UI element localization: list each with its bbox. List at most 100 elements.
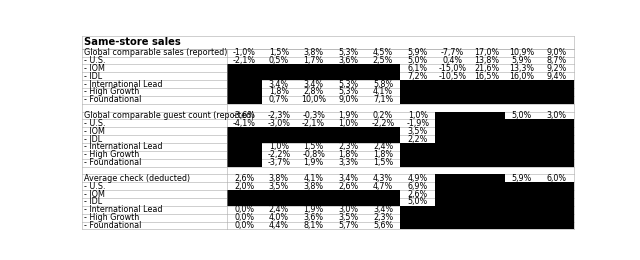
Bar xyxy=(365,135,401,143)
Bar xyxy=(401,151,435,159)
Text: 4,3%: 4,3% xyxy=(373,174,393,183)
Text: Average check (deducted): Average check (deducted) xyxy=(84,174,190,183)
Text: 1,0%: 1,0% xyxy=(269,142,289,151)
Bar xyxy=(227,88,262,96)
Bar xyxy=(227,159,262,167)
Bar xyxy=(540,182,574,190)
Bar xyxy=(504,222,540,229)
Bar xyxy=(540,80,574,88)
Text: - IDL: - IDL xyxy=(84,72,102,81)
Bar xyxy=(262,64,296,72)
Text: 2,5%: 2,5% xyxy=(373,56,393,65)
Bar xyxy=(227,72,262,80)
Text: 5,0%: 5,0% xyxy=(512,111,532,120)
Bar xyxy=(262,135,296,143)
Bar xyxy=(435,206,470,214)
Text: 6,9%: 6,9% xyxy=(408,182,428,191)
Bar xyxy=(540,190,574,198)
Text: 1,8%: 1,8% xyxy=(373,150,393,159)
Bar xyxy=(470,174,504,182)
Bar xyxy=(227,64,262,72)
Text: 2,4%: 2,4% xyxy=(269,205,289,214)
Text: 10,9%: 10,9% xyxy=(509,48,534,57)
Text: - Foundational: - Foundational xyxy=(84,158,141,167)
Bar xyxy=(227,135,262,143)
Bar xyxy=(435,127,470,135)
Bar xyxy=(296,72,331,80)
Text: 7,1%: 7,1% xyxy=(373,95,393,104)
Bar xyxy=(435,143,470,151)
Bar xyxy=(504,88,540,96)
Text: 2,0%: 2,0% xyxy=(234,182,254,191)
Text: 5,7%: 5,7% xyxy=(338,221,358,230)
Bar xyxy=(504,190,540,198)
Text: 2,3%: 2,3% xyxy=(373,213,393,222)
Bar xyxy=(401,206,435,214)
Bar xyxy=(401,143,435,151)
Bar xyxy=(470,88,504,96)
Bar xyxy=(227,151,262,159)
Bar xyxy=(470,127,504,135)
Text: 5,9%: 5,9% xyxy=(512,56,532,65)
Bar xyxy=(365,72,401,80)
Bar xyxy=(227,143,262,151)
Bar xyxy=(540,88,574,96)
Bar xyxy=(365,127,401,135)
Bar xyxy=(435,96,470,104)
Bar xyxy=(504,206,540,214)
Bar xyxy=(435,159,470,167)
Text: 4,4%: 4,4% xyxy=(269,221,289,230)
Bar xyxy=(504,127,540,135)
Text: - Foundational: - Foundational xyxy=(84,95,141,104)
Text: 5,3%: 5,3% xyxy=(338,87,358,96)
Text: Same-store sales: Same-store sales xyxy=(84,37,180,47)
Text: - IOM: - IOM xyxy=(84,190,105,199)
Bar xyxy=(401,222,435,229)
Bar xyxy=(296,127,331,135)
Text: 4,1%: 4,1% xyxy=(303,174,324,183)
Bar xyxy=(435,222,470,229)
Bar xyxy=(470,80,504,88)
Text: 8,1%: 8,1% xyxy=(303,221,324,230)
Text: 5,0%: 5,0% xyxy=(408,56,428,65)
Text: - Foundational: - Foundational xyxy=(84,221,141,230)
Text: 17,0%: 17,0% xyxy=(475,48,500,57)
Bar xyxy=(296,135,331,143)
Text: - IDL: - IDL xyxy=(84,197,102,206)
Bar xyxy=(435,214,470,222)
Bar xyxy=(365,190,401,198)
Text: 3,8%: 3,8% xyxy=(303,182,324,191)
Text: -2,2%: -2,2% xyxy=(371,119,395,128)
Text: 2,6%: 2,6% xyxy=(234,174,254,183)
Bar xyxy=(401,159,435,167)
Text: 5,3%: 5,3% xyxy=(338,48,358,57)
Bar xyxy=(331,64,365,72)
Text: 3,6%: 3,6% xyxy=(339,56,358,65)
Text: 0,5%: 0,5% xyxy=(269,56,289,65)
Bar xyxy=(504,119,540,127)
Bar xyxy=(504,151,540,159)
Text: 4,5%: 4,5% xyxy=(373,48,393,57)
Text: 1,9%: 1,9% xyxy=(303,205,324,214)
Text: 5,6%: 5,6% xyxy=(373,221,393,230)
Bar xyxy=(435,119,470,127)
Text: 13,3%: 13,3% xyxy=(509,64,534,73)
Text: Global comparable sales (reported): Global comparable sales (reported) xyxy=(84,48,227,57)
Text: -4,1%: -4,1% xyxy=(233,119,255,128)
Bar xyxy=(504,214,540,222)
Text: 3,8%: 3,8% xyxy=(303,48,324,57)
Bar xyxy=(470,190,504,198)
Text: 5,0%: 5,0% xyxy=(408,197,428,206)
Text: 3,4%: 3,4% xyxy=(373,205,393,214)
Text: 1,0%: 1,0% xyxy=(408,111,428,120)
Bar xyxy=(540,159,574,167)
Text: 5,9%: 5,9% xyxy=(512,174,532,183)
Text: -2,1%: -2,1% xyxy=(232,56,256,65)
Bar xyxy=(540,206,574,214)
Bar xyxy=(365,198,401,206)
Bar xyxy=(227,190,262,198)
Bar xyxy=(470,182,504,190)
Bar xyxy=(540,198,574,206)
Bar xyxy=(435,151,470,159)
Text: - U.S.: - U.S. xyxy=(84,182,106,191)
